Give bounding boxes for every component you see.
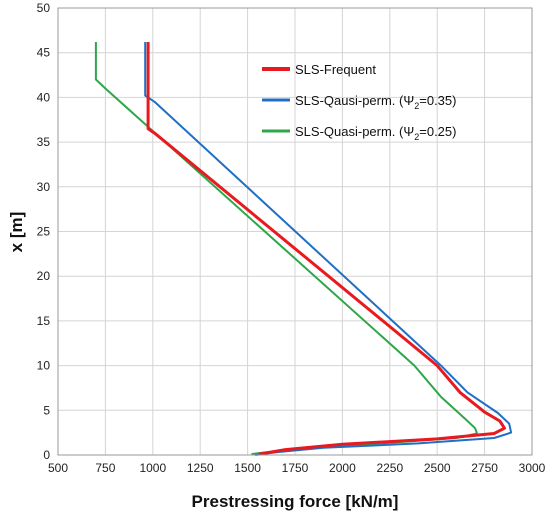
- x-axis-title: Prestressing force [kN/m]: [192, 492, 399, 511]
- y-tick-label: 10: [37, 359, 51, 373]
- x-tick-labels: 500 750 1000 1250 1500 1750 2000 2250 2500 2750 30…: [48, 461, 546, 475]
- legend-label: SLS-Quasi-perm. (Ψ2=0.25): [295, 124, 456, 142]
- x-tick-label: 1000: [139, 461, 166, 475]
- x-tick-label: 3000: [519, 461, 546, 475]
- y-tick-label: 30: [37, 180, 51, 194]
- x-tick-label: 750: [95, 461, 115, 475]
- x-tick-label: 500: [48, 461, 68, 475]
- x-tick-label: 2750: [471, 461, 498, 475]
- y-tick-label: 0: [43, 448, 50, 462]
- y-tick-label: 50: [37, 1, 51, 15]
- x-tick-label: 2500: [424, 461, 451, 475]
- y-tick-label: 45: [37, 46, 51, 60]
- y-tick-label: 40: [37, 90, 51, 104]
- x-tick-label: 1750: [282, 461, 309, 475]
- series-line-0: [146, 42, 506, 456]
- x-tick-label: 2250: [376, 461, 403, 475]
- x-tick-label: 2000: [329, 461, 356, 475]
- y-tick-label: 15: [37, 314, 51, 328]
- y-tick-label: 35: [37, 135, 51, 149]
- y-tick-label: 20: [37, 269, 51, 283]
- y-tick-labels: 0 5 10 15 20 25 30 35 40 45 50: [37, 1, 51, 462]
- x-tick-label: 1500: [234, 461, 261, 475]
- x-tick-label: 1250: [187, 461, 214, 475]
- legend: SLS-Frequent SLS-Qausi-perm. (Ψ2=0.35) SLS…: [262, 62, 456, 142]
- legend-label: SLS-Qausi-perm. (Ψ2=0.35): [295, 93, 456, 111]
- plot-border: [57, 7, 533, 456]
- y-tick-label: 25: [37, 225, 51, 239]
- series-line-1: [144, 42, 513, 456]
- series-layer: [94, 42, 513, 456]
- y-tick-label: 5: [43, 403, 50, 417]
- legend-label: SLS-Frequent: [295, 62, 376, 77]
- y-axis-title: x [m]: [7, 212, 26, 253]
